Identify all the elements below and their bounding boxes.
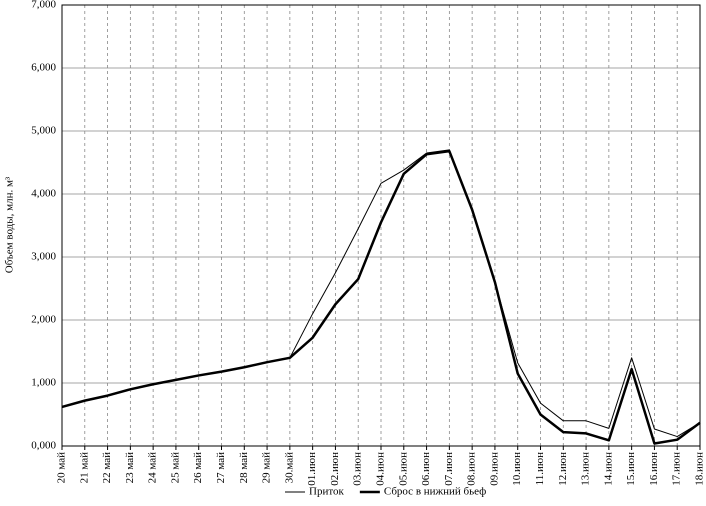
x-tick-label: 30.май <box>283 452 295 484</box>
plot-border <box>61 4 701 447</box>
x-tick-label: 28 май <box>238 452 250 484</box>
x-tick-label: 16.июн <box>648 452 660 486</box>
y-tick-label: 5,000 <box>31 125 56 137</box>
x-tick-label: 26 май <box>192 452 204 484</box>
x-tick-label: 18.июн <box>694 452 706 486</box>
x-tick-label: 01.июн <box>306 452 318 486</box>
x-tick-label: 24 май <box>147 452 159 484</box>
x-tick-label: 14.июн <box>602 452 614 486</box>
y-tick-label: 7,000 <box>31 0 56 11</box>
x-tick-label: 13.июн <box>580 452 592 486</box>
x-tick-label: 09.июн <box>488 452 500 486</box>
x-tick-label: 22 май <box>101 452 113 484</box>
x-tick-label: 25 май <box>169 452 181 484</box>
y-tick-label: 1,000 <box>31 377 56 389</box>
x-tick-label: 17.июн <box>671 452 683 486</box>
legend-label: Сброс в нижний бьеф <box>384 486 486 498</box>
x-tick-label: 23 май <box>124 452 136 484</box>
y-tick-label: 6,000 <box>31 62 56 74</box>
legend-label: Приток <box>309 486 344 498</box>
x-tick-label: 05.июн <box>397 452 409 486</box>
x-tick-label: 27 май <box>215 452 227 484</box>
x-tick-label: 12.июн <box>557 452 569 486</box>
x-tick-label: 21 май <box>78 452 90 484</box>
x-tick-label: 15.июн <box>625 452 637 486</box>
y-tick-label: 4,000 <box>31 188 56 200</box>
x-tick-label: 04.июн <box>375 452 387 486</box>
y-tick-label: 0,000 <box>31 440 56 452</box>
x-tick-label: 02.июн <box>329 452 341 486</box>
x-tick-label: 29 май <box>261 452 273 484</box>
series-line <box>61 149 701 445</box>
y-tick-label: 3,000 <box>31 251 56 263</box>
x-tick-label: 08.июн <box>466 452 478 486</box>
y-axis-label: Объем воды, млн. м³ <box>4 176 16 273</box>
x-tick-label: 07.июн <box>443 452 455 486</box>
x-tick-label: 10.июн <box>511 452 523 486</box>
x-tick-label: 11.июн <box>534 452 546 485</box>
x-tick-label: 20 май <box>56 452 68 484</box>
x-tick-label: 06.июн <box>420 452 432 486</box>
x-tick-label: 03.июн <box>352 452 364 486</box>
y-tick-label: 2,000 <box>31 314 56 326</box>
